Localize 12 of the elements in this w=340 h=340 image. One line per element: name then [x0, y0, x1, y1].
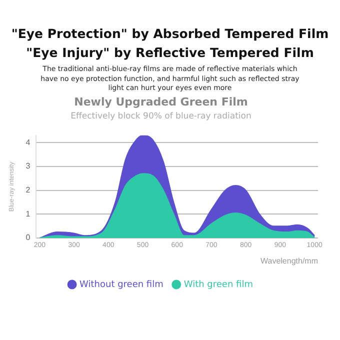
legend-label: With green film — [184, 279, 253, 290]
text: "Eye Protection" by Absorbed Tempered Film — [10, 25, 330, 43]
y-tick-label: 3 — [26, 161, 31, 170]
chart-subtitle: Effectively block 90% of blue-ray radiation — [70, 111, 252, 122]
y-tick-label: 1 — [26, 208, 31, 218]
x-axis-title: Wavelength/mm — [260, 256, 318, 265]
text: "Eye Injury" by Reflective Tempered Film — [25, 44, 315, 62]
y-tick-label: 0 — [26, 232, 31, 242]
chart-title: Newly Upgraded Green Film — [74, 94, 248, 108]
y-tick-label: 4 — [26, 137, 31, 146]
legend-label: Without green film — [80, 279, 164, 290]
y-tick-label: 2 — [26, 184, 31, 194]
